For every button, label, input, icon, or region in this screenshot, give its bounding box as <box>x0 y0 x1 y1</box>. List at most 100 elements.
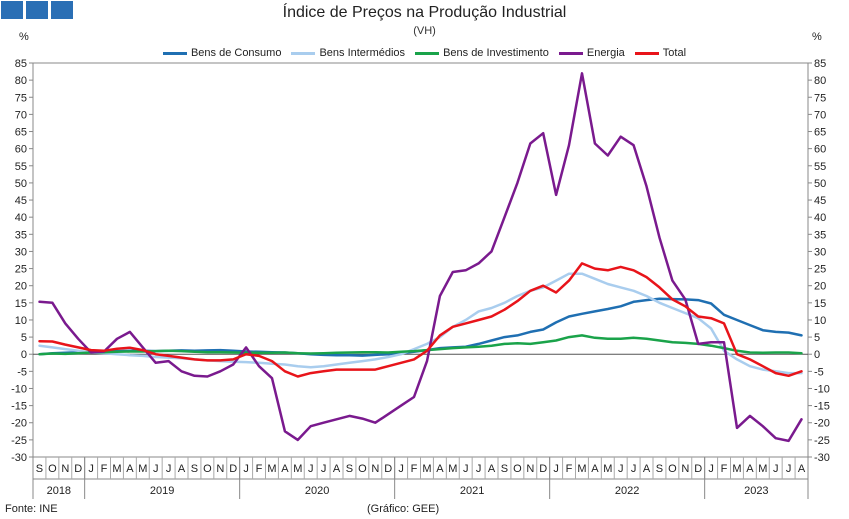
y-tick-label-left: 85 <box>15 58 27 70</box>
x-tick-label: M <box>293 463 302 475</box>
y-tick-label-left: 80 <box>15 75 27 87</box>
x-tick-label: D <box>539 463 547 475</box>
y-tick-label-right: 10 <box>814 315 826 327</box>
x-tick-label: J <box>773 463 779 475</box>
y-tick-label-right: 30 <box>814 246 826 258</box>
y-tick-label-left: 30 <box>15 246 27 258</box>
y-tick-label-right: -10 <box>814 383 830 395</box>
source-note: Fonte: INE <box>5 503 58 515</box>
x-tick-label: O <box>513 463 522 475</box>
legend-swatch-consumo <box>162 51 187 55</box>
x-tick-label: A <box>281 463 289 475</box>
year-label: 2019 <box>150 485 174 497</box>
logo-block-2 <box>26 1 48 19</box>
x-tick-label: A <box>126 463 134 475</box>
x-tick-label: N <box>216 463 224 475</box>
series-line-investimento <box>38 334 803 356</box>
x-tick-label: J <box>153 463 159 475</box>
x-tick-label: M <box>577 463 586 475</box>
x-tick-label: S <box>501 463 508 475</box>
y-unit-right: % <box>812 31 822 43</box>
x-tick-label: J <box>398 463 404 475</box>
legend-item-total: Total <box>634 47 686 59</box>
y-tick-label-left: -10 <box>11 383 27 395</box>
x-tick-label: F <box>256 463 263 475</box>
series-line-intermedios <box>38 272 803 375</box>
year-label: 2023 <box>744 485 768 497</box>
year-label: 2022 <box>615 485 639 497</box>
x-tick-label: A <box>333 463 341 475</box>
x-tick-label: F <box>721 463 728 475</box>
legend-item-consumo: Bens de Consumo <box>162 47 282 59</box>
x-tick-label: M <box>138 463 147 475</box>
x-tick-label: M <box>112 463 121 475</box>
x-tick-label: O <box>668 463 677 475</box>
x-tick-label: J <box>243 463 249 475</box>
x-tick-label: M <box>732 463 741 475</box>
y-tick-label-left: 0 <box>21 349 27 361</box>
y-tick-label-left: -5 <box>17 366 27 378</box>
y-tick-label-left: -30 <box>11 452 27 464</box>
y-tick-label-right: 35 <box>814 229 826 241</box>
x-tick-label: J <box>631 463 637 475</box>
x-tick-label: O <box>358 463 367 475</box>
y-tick-label-left: 60 <box>15 144 27 156</box>
x-tick-label: D <box>694 463 702 475</box>
x-tick-label: M <box>758 463 767 475</box>
y-tick-label-left: -25 <box>11 435 27 447</box>
legend-label-investimento: Bens de Investimento <box>443 47 549 59</box>
x-tick-label: J <box>88 463 94 475</box>
series-line-total <box>38 262 803 378</box>
y-tick-label-left: -20 <box>11 418 27 430</box>
x-tick-label: J <box>463 463 469 475</box>
x-tick-label: N <box>61 463 69 475</box>
x-tick-label: A <box>643 463 651 475</box>
y-tick-label-left: 35 <box>15 229 27 241</box>
x-tick-label: F <box>566 463 573 475</box>
legend-label-energia: Energia <box>586 47 625 59</box>
y-tick-label-right: 80 <box>814 75 826 87</box>
y-tick-label-right: -15 <box>814 401 830 413</box>
y-unit-left: % <box>19 31 29 43</box>
gee-logo <box>1 1 73 19</box>
x-tick-label: J <box>708 463 714 475</box>
legend-swatch-energia <box>558 51 583 55</box>
y-tick-label-right: -25 <box>814 435 830 447</box>
x-tick-label: N <box>371 463 379 475</box>
x-tick-label: O <box>48 463 57 475</box>
chart-subtitle: (VH) <box>413 25 436 37</box>
legend-label-consumo: Bens de Consumo <box>190 47 282 59</box>
year-label: 2018 <box>47 485 71 497</box>
y-tick-label-left: 55 <box>15 161 27 173</box>
x-tick-label: S <box>656 463 663 475</box>
x-tick-label: D <box>74 463 82 475</box>
y-tick-label-right: 60 <box>814 144 826 156</box>
legend-swatch-intermedios <box>291 51 316 55</box>
legend-item-investimento: Bens de Investimento <box>415 47 549 59</box>
y-tick-label-left: 20 <box>15 281 27 293</box>
y-tick-label-right: 20 <box>814 281 826 293</box>
x-tick-label: S <box>191 463 198 475</box>
year-label: 2021 <box>460 485 484 497</box>
x-tick-label: A <box>591 463 599 475</box>
legend-swatch-total <box>634 51 659 55</box>
x-tick-label: S <box>36 463 43 475</box>
y-tick-label-right: -30 <box>814 452 830 464</box>
year-label: 2020 <box>305 485 329 497</box>
x-tick-label: F <box>411 463 418 475</box>
y-tick-label-right: 70 <box>814 109 826 121</box>
x-tick-label: A <box>488 463 496 475</box>
y-tick-label-left: -15 <box>11 401 27 413</box>
x-tick-label: A <box>436 463 444 475</box>
x-tick-label: N <box>526 463 534 475</box>
y-tick-label-right: 0 <box>814 349 820 361</box>
y-tick-label-left: 5 <box>21 332 27 344</box>
y-tick-label-right: 65 <box>814 127 826 139</box>
y-tick-label-right: 40 <box>814 212 826 224</box>
x-tick-label: O <box>203 463 212 475</box>
x-tick-label: J <box>476 463 482 475</box>
y-tick-label-right: -5 <box>814 366 824 378</box>
x-tick-label: A <box>178 463 186 475</box>
x-tick-label: M <box>448 463 457 475</box>
